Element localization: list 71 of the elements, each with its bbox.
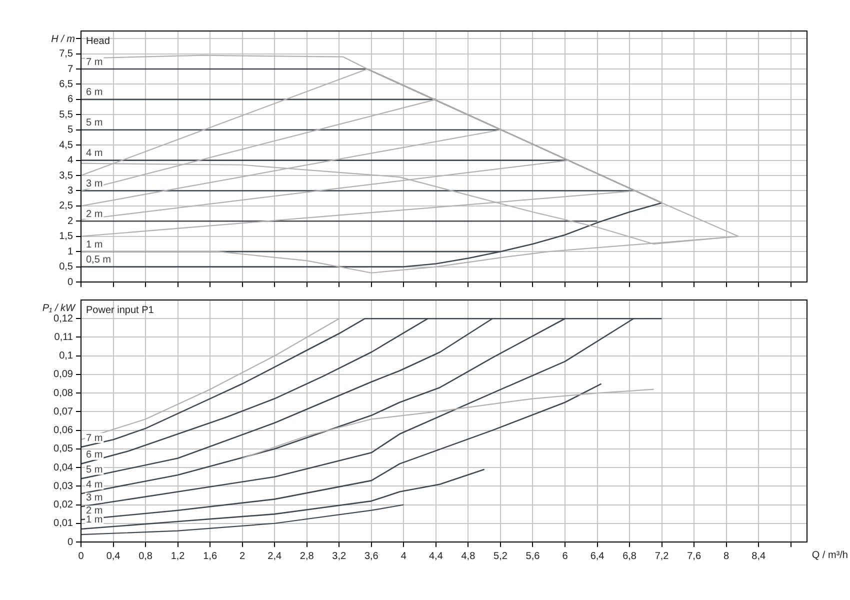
y-tick-label: 0,01 <box>54 518 74 530</box>
x-tick-label: 5,2 <box>494 550 508 562</box>
y-tick-label: 6 <box>67 94 74 106</box>
series-label: 6 m <box>86 87 103 98</box>
x-tick-label: 0 <box>78 550 84 562</box>
x-tick-label: 2,4 <box>268 550 282 562</box>
x-tick-label: 4,8 <box>461 550 476 562</box>
x-tick-label: 0,8 <box>138 550 153 562</box>
x-tick-label: 6,8 <box>622 550 637 562</box>
y-axis-title: H / m <box>51 34 75 45</box>
y-tick-label: 0,12 <box>54 313 74 324</box>
y-axis-title: P₁ / kW <box>42 302 77 314</box>
y-tick-label: 0 <box>67 276 74 288</box>
y-tick-label: 0,08 <box>54 388 74 399</box>
series-label: 3 m <box>86 178 103 190</box>
series-label: 5 m <box>86 118 103 129</box>
series-label: 6 m <box>86 450 103 461</box>
y-tick-label: 4 <box>67 155 74 166</box>
y-tick-label: 0,11 <box>54 332 74 343</box>
y-tick-label: 0,5 <box>59 262 74 273</box>
x-tick-label: 6,4 <box>590 550 605 562</box>
y-tick-label: 2,5 <box>59 200 74 212</box>
y-tick-label: 5,5 <box>59 109 74 120</box>
y-tick-label: 6,5 <box>59 78 74 90</box>
y-tick-label: 7 <box>67 64 74 75</box>
x-tick-label: 6 <box>562 550 568 562</box>
series-label: 4 m <box>86 148 103 160</box>
series-label: 5 m <box>86 464 103 476</box>
y-tick-label: 3,5 <box>59 170 74 182</box>
x-tick-label: 5,6 <box>526 550 540 562</box>
y-tick-label: 4,5 <box>59 140 74 151</box>
x-tick-label: 0,4 <box>106 550 121 562</box>
series-label: 1 m <box>86 514 103 526</box>
y-tick-label: 0,05 <box>54 444 74 455</box>
x-tick-label: 2 <box>240 550 246 562</box>
y-tick-label: 0,06 <box>54 425 74 436</box>
y-tick-label: 7,5 <box>59 48 74 60</box>
series-label: 0,5 m <box>86 254 112 266</box>
x-tick-label: 7,2 <box>654 550 670 562</box>
x-tick-label: 1,2 <box>170 550 186 562</box>
x-tick-label: 1,6 <box>203 550 218 562</box>
y-tick-label: 0,1 <box>59 350 74 362</box>
y-tick-label: 0,09 <box>54 369 74 380</box>
y-tick-label: 0 <box>67 536 74 548</box>
series-label: 4 m <box>86 479 103 490</box>
series-label: 2 m <box>86 505 103 516</box>
x-tick-label: 4,4 <box>428 550 444 562</box>
x-tick-label: 3,2 <box>332 550 347 562</box>
x-tick-label: 3,6 <box>364 550 379 562</box>
x-axis-title: Q / m³/h <box>812 550 848 561</box>
y-tick-label: 2 <box>67 216 74 227</box>
y-tick-label: 0,03 <box>54 480 74 492</box>
x-tick-label: 8,4 <box>752 550 766 562</box>
y-tick-label: 0,07 <box>54 406 74 418</box>
y-tick-label: 0,04 <box>54 462 74 474</box>
x-tick-label: 8 <box>724 550 730 562</box>
text: Head <box>86 36 110 47</box>
y-tick-label: 3 <box>67 185 74 196</box>
text: Power input P1 <box>86 304 154 316</box>
x-tick-label: 7,6 <box>687 550 702 562</box>
series-label: 3 m <box>86 492 103 504</box>
x-tick-label: 2,8 <box>300 550 314 562</box>
x-tick-label: 4 <box>400 550 407 562</box>
series-label: 2 m <box>86 208 103 220</box>
series-label: 7 m <box>86 56 103 68</box>
y-tick-label: 1,5 <box>59 231 74 242</box>
y-tick-label: 0,02 <box>54 500 74 511</box>
y-tick-label: 5 <box>67 124 74 136</box>
series-label: 1 m <box>86 239 103 250</box>
series-label: 7 m <box>86 432 103 444</box>
y-tick-label: 1 <box>67 246 74 258</box>
